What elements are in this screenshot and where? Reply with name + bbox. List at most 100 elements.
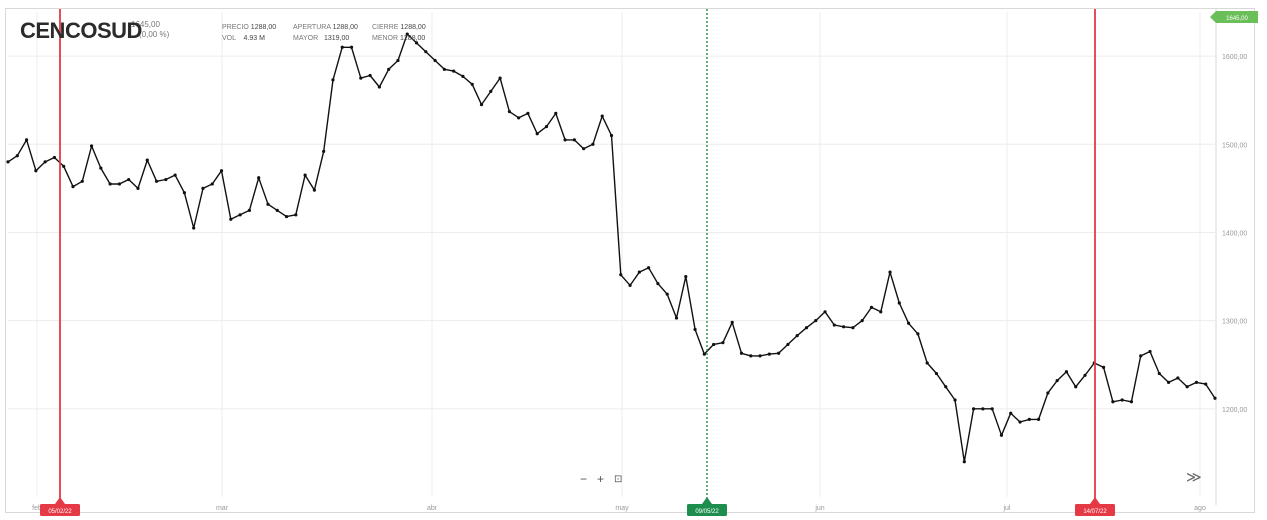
data-point [981, 407, 985, 411]
price-line [7, 33, 1216, 463]
data-point [842, 325, 846, 329]
chart-frame [5, 8, 1255, 513]
data-point [284, 214, 289, 219]
data-point [916, 332, 920, 336]
data-point [600, 114, 604, 118]
data-point [563, 138, 567, 142]
data-point [15, 154, 19, 158]
data-point [43, 160, 47, 164]
data-point [572, 138, 576, 142]
y-tick-label: 1500,00 [1222, 142, 1247, 149]
data-point [907, 321, 911, 325]
x-tick-label: abr [427, 505, 438, 512]
stat-value: 1288,00 [250, 24, 277, 31]
data-point [814, 319, 818, 323]
data-point [275, 208, 279, 213]
data-point [145, 158, 149, 162]
data-point [182, 191, 187, 195]
reset-zoom-button[interactable]: ⊡ [614, 473, 623, 485]
data-point [489, 89, 493, 93]
data-point [1185, 385, 1189, 389]
data-point [396, 58, 400, 63]
data-point [972, 407, 976, 411]
data-point [823, 310, 827, 314]
stat-label: MENOR [372, 35, 399, 42]
ticker-symbol: CENCOSUD [20, 18, 142, 43]
data-point [266, 202, 270, 206]
event-marker-label: 09/05/22 [695, 509, 719, 515]
data-point [925, 361, 929, 365]
data-point [424, 50, 428, 54]
data-point [80, 179, 84, 183]
data-point [517, 116, 521, 120]
data-point [442, 67, 446, 71]
data-point [507, 110, 511, 114]
data-point [1055, 379, 1059, 383]
data-point [71, 185, 75, 189]
price-block: 1645,00 (0,00 %) [131, 20, 169, 40]
data-point [498, 76, 502, 80]
x-tick-label: feb [32, 505, 42, 512]
data-point [99, 166, 103, 170]
zoom-out-button[interactable]: − [580, 472, 588, 486]
data-point [702, 352, 706, 356]
data-point [897, 301, 901, 305]
data-point [749, 354, 753, 358]
data-point [24, 138, 29, 142]
x-tick-label: jul [1002, 505, 1010, 512]
data-point [1120, 398, 1124, 402]
data-point [1101, 365, 1106, 369]
data-point [34, 169, 38, 173]
data-point [1083, 373, 1087, 377]
price-change: (0,00 %) [139, 30, 170, 39]
stats-col-3: CIERRE 1288,00 MENOR 1288,00 [372, 22, 426, 44]
data-point [219, 169, 224, 173]
data-point [674, 316, 679, 320]
stat-label: VOL [222, 35, 236, 42]
data-point [1204, 382, 1208, 386]
event-marker-flag [40, 504, 80, 516]
event-marker-arrow [1090, 497, 1100, 504]
last-price-tag [1210, 11, 1258, 23]
stat-label: APERTURA [293, 24, 331, 31]
chart-header: CENCOSUD [20, 18, 142, 44]
zoom-controls: − + ⊡ [580, 472, 622, 486]
data-point [1176, 376, 1180, 380]
stat-value: 1288,00 [400, 35, 426, 42]
x-tick-label: ago [1194, 505, 1206, 512]
data-point [554, 111, 558, 116]
data-point [619, 273, 623, 277]
data-point [962, 460, 966, 464]
data-point [479, 102, 484, 107]
data-point [665, 292, 669, 296]
stat-label: CIERRE [372, 24, 399, 31]
stats-col-2: APERTURA 1288,00 MAYOR 1319,00 [293, 22, 358, 44]
data-point [851, 326, 855, 330]
data-point [303, 173, 307, 177]
y-tick-label: 1300,00 [1222, 319, 1247, 326]
event-marker-flag [687, 504, 727, 516]
data-point [1148, 349, 1152, 354]
scroll-forward-button[interactable]: ≫ [1186, 469, 1202, 486]
zoom-in-button[interactable]: + [597, 472, 605, 486]
data-point [1111, 400, 1115, 404]
data-point [888, 270, 892, 274]
data-point [795, 334, 799, 338]
data-point [331, 78, 335, 82]
data-point [767, 352, 771, 356]
data-point [294, 213, 298, 217]
data-point [1027, 417, 1031, 421]
data-point [1129, 400, 1134, 404]
data-point [201, 186, 205, 190]
stat-value: 4.93 M [243, 35, 265, 42]
event-marker-arrow [702, 497, 712, 504]
data-point [1074, 385, 1078, 389]
data-point [154, 179, 159, 183]
data-point [257, 176, 261, 180]
data-point [387, 67, 391, 71]
data-point [461, 74, 465, 78]
data-point [1018, 420, 1022, 424]
data-point [1064, 370, 1069, 374]
data-point [1194, 380, 1199, 384]
